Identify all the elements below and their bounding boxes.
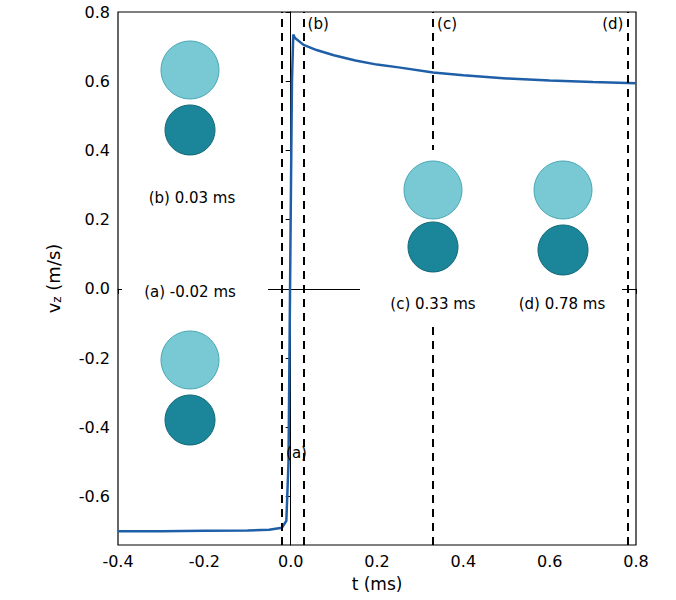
svg-text:t (ms): t (ms) bbox=[352, 574, 403, 594]
svg-text:(b) 0.03 ms: (b) 0.03 ms bbox=[149, 189, 236, 207]
svg-text:(m/s): (m/s) bbox=[43, 244, 64, 297]
svg-text:(d): (d) bbox=[602, 15, 623, 33]
svg-text:0.8: 0.8 bbox=[85, 3, 110, 22]
svg-text:-0.2: -0.2 bbox=[189, 552, 220, 571]
svg-text:0.0: 0.0 bbox=[85, 279, 110, 298]
svg-text:0.6: 0.6 bbox=[85, 72, 110, 91]
svg-text:0.2: 0.2 bbox=[364, 552, 389, 571]
svg-text:-0.6: -0.6 bbox=[79, 487, 110, 506]
svg-text:v: v bbox=[43, 302, 64, 313]
svg-text:0.4: 0.4 bbox=[85, 141, 110, 160]
svg-text:-0.4: -0.4 bbox=[102, 552, 133, 571]
svg-text:(b): (b) bbox=[308, 15, 329, 33]
svg-text:0.4: 0.4 bbox=[451, 552, 476, 571]
svg-text:(a): (a) bbox=[286, 444, 307, 462]
svg-text:(d) 0.78 ms: (d) 0.78 ms bbox=[519, 295, 606, 313]
svg-text:0.0: 0.0 bbox=[278, 552, 303, 571]
svg-text:-0.4: -0.4 bbox=[79, 418, 110, 437]
svg-text:(a) -0.02 ms: (a) -0.02 ms bbox=[144, 283, 236, 301]
svg-text:0.2: 0.2 bbox=[85, 210, 110, 229]
svg-text:0.8: 0.8 bbox=[623, 552, 648, 571]
svg-text:(c) 0.33 ms: (c) 0.33 ms bbox=[390, 295, 475, 313]
svg-text:z: z bbox=[50, 296, 64, 303]
svg-text:-0.2: -0.2 bbox=[79, 349, 110, 368]
svg-text:0.6: 0.6 bbox=[537, 552, 562, 571]
svg-text:(c): (c) bbox=[437, 15, 457, 33]
